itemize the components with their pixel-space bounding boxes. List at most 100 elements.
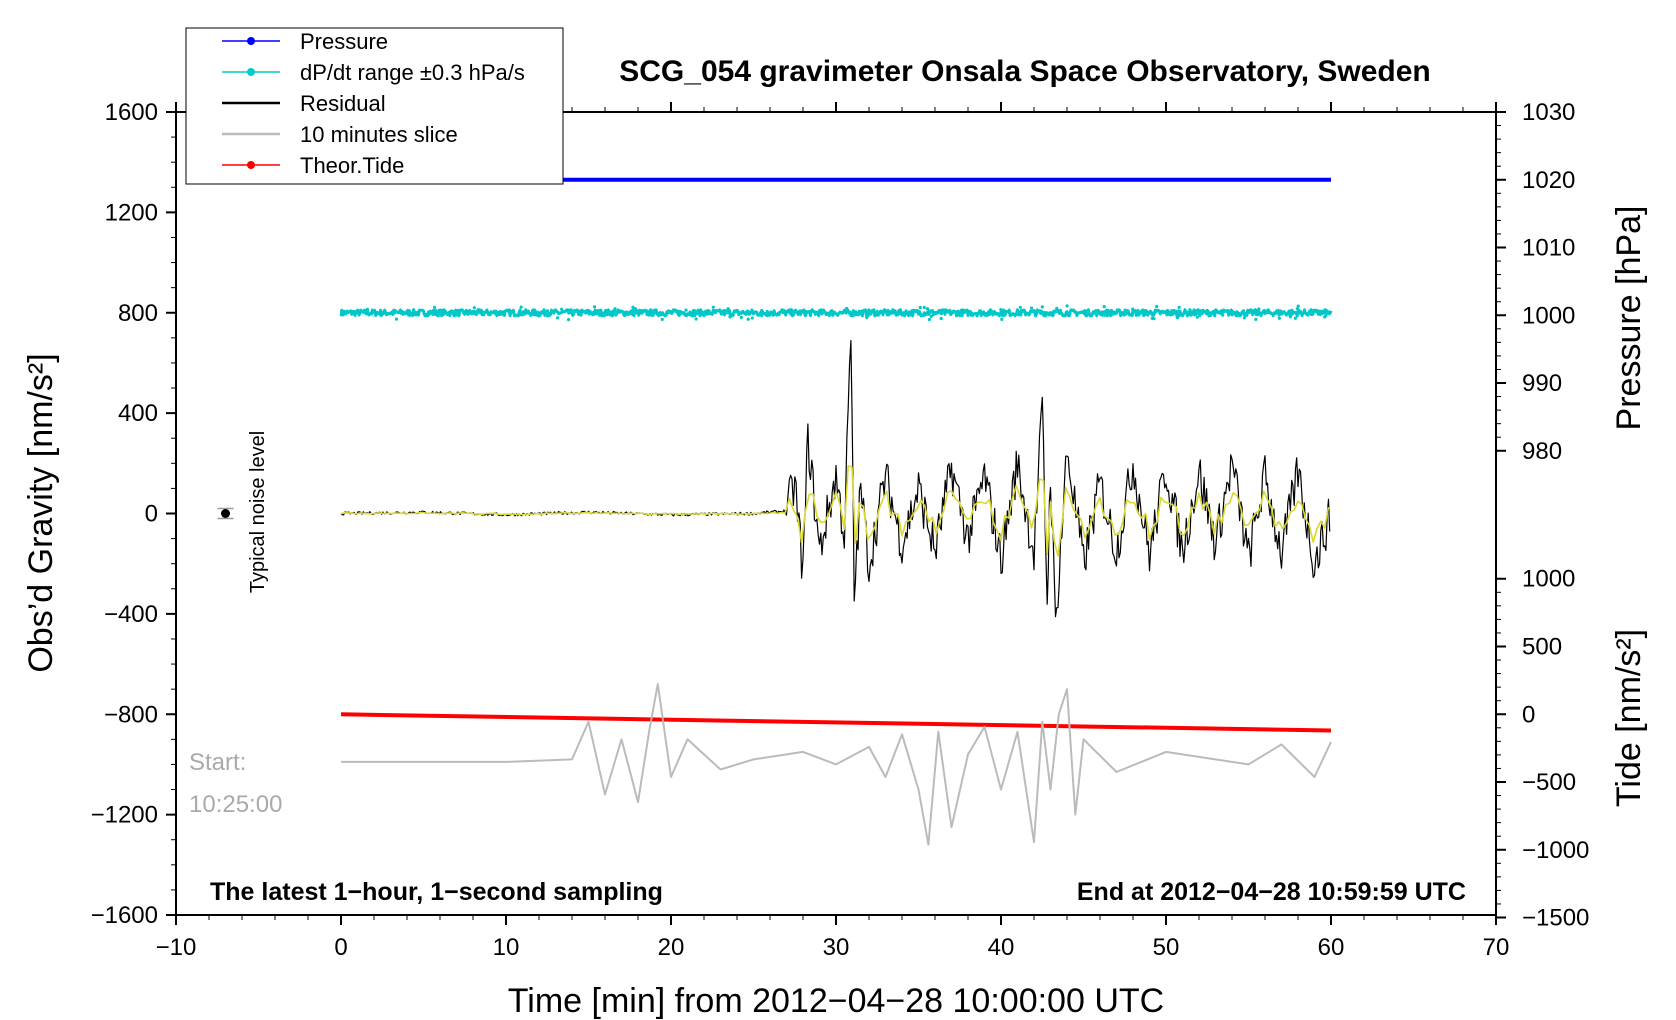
dpdt-point <box>613 307 617 311</box>
dpdt-point <box>865 315 869 320</box>
footer-left-note: The latest 1−hour, 1−second sampling <box>210 878 663 906</box>
x-tick-label: 30 <box>823 934 850 961</box>
dpdt-point <box>1242 316 1246 320</box>
legend-marker <box>247 161 255 169</box>
y-tick-label: −800 <box>104 701 158 728</box>
dpdt-point <box>1288 315 1292 319</box>
dpdt-point <box>999 308 1003 312</box>
dpdt-point <box>1123 308 1127 312</box>
dpdt-point <box>789 311 793 315</box>
slice-line <box>341 683 1332 846</box>
legend-box <box>185 27 564 185</box>
dpdt-point <box>592 305 597 309</box>
x-tick-label: 50 <box>1153 934 1180 961</box>
y-tick-label: −1200 <box>91 802 158 829</box>
dpdt-point <box>694 317 698 321</box>
chart-title: SCG_054 gravimeter Onsala Space Observat… <box>619 55 1431 88</box>
legend-label: Pressure <box>300 29 388 54</box>
dpdt-point <box>1188 308 1192 312</box>
dpdt-point <box>555 316 560 320</box>
pressure-tick-label: 1030 <box>1522 99 1575 126</box>
tide-tick-label: 0 <box>1522 701 1535 728</box>
y-tick-label: 800 <box>118 300 158 327</box>
dpdt-point <box>537 314 541 318</box>
y-axis-title-pressure: Pressure [hPa] <box>1610 206 1648 431</box>
dpdt-point <box>925 307 930 311</box>
tide-tick-label: 500 <box>1522 633 1562 660</box>
dpdt-point <box>1252 309 1256 313</box>
x-tick-label: 20 <box>658 934 685 961</box>
dpdt-point <box>711 305 715 309</box>
dpdt-point <box>1195 315 1199 319</box>
y-tick-label: 1600 <box>105 99 158 126</box>
y-tick-label: −1600 <box>91 902 158 929</box>
tide-tick-label: −500 <box>1522 769 1576 796</box>
dpdt-point <box>365 307 370 311</box>
footer-right-note: End at 2012−04−28 10:59:59 UTC <box>1077 878 1466 906</box>
start-time-label: 10:25:00 <box>189 791 282 818</box>
dpdt-point <box>450 309 455 313</box>
dpdt-point <box>1102 305 1106 309</box>
dpdt-point <box>1029 306 1034 310</box>
dpdt-point <box>1150 316 1154 320</box>
x-tick-label: 0 <box>334 934 347 961</box>
x-tick-label: 60 <box>1318 934 1345 961</box>
dpdt-point <box>1293 316 1297 320</box>
dpdt-point <box>1131 307 1135 311</box>
dpdt-point <box>746 317 750 321</box>
legend-marker <box>247 68 255 76</box>
tide-line <box>340 712 1332 733</box>
y-tick-label: −400 <box>104 601 158 628</box>
y-axis-title-tide: Tide [nm/s²] <box>1610 629 1648 807</box>
dpdt-point <box>1142 310 1146 315</box>
residual-line <box>340 340 1331 618</box>
tide-tick-label: −1000 <box>1522 837 1589 864</box>
y-axis-title-gravity: Obs’d Gravity [nm/s²] <box>22 353 60 672</box>
dpdt-point <box>1277 316 1282 320</box>
dpdt-point <box>1000 317 1004 321</box>
dpdt-point <box>1155 304 1159 309</box>
dpdt-point <box>614 313 618 317</box>
dpdt-point <box>927 317 931 322</box>
dpdt-point <box>479 311 483 315</box>
pressure-tick-label: 1010 <box>1522 235 1575 262</box>
y-tick-label: 400 <box>118 400 158 427</box>
dpdt-point <box>728 315 732 319</box>
residual-smoothed-line <box>340 465 1330 557</box>
dpdt-point <box>1221 313 1225 317</box>
legend: Pressure dP/dt range ±0.3 hPa/s Residual 10… <box>185 27 564 185</box>
dpdt-point <box>472 306 476 310</box>
axes-layer: −10 0 10 20 30 40 50 60 70160012008004000−400−80… <box>91 99 1590 961</box>
dpdt-point <box>956 309 960 314</box>
x-tick-label: 10 <box>493 934 520 961</box>
noise-point <box>221 509 230 518</box>
dpdt-point <box>607 309 611 313</box>
dpdt-point <box>1257 307 1261 311</box>
pressure-tick-label: 990 <box>1522 370 1562 397</box>
pressure-tick-label: 980 <box>1522 438 1562 465</box>
legend-label: dP/dt range ±0.3 hPa/s <box>300 60 525 85</box>
dpdt-point <box>1082 311 1087 315</box>
dpdt-point <box>922 305 926 310</box>
dpdt-point <box>1177 305 1181 309</box>
dpdt-point <box>560 307 564 311</box>
dpdt-point <box>703 310 707 314</box>
dpdt-point <box>531 309 536 314</box>
dpdt-point <box>1055 306 1059 310</box>
dpdt-point <box>603 313 607 317</box>
dpdt-point <box>756 313 761 317</box>
legend-marker <box>247 37 255 45</box>
dpdt-point <box>1129 312 1133 316</box>
dpdt-point <box>918 305 922 310</box>
legend-label: Residual <box>300 91 386 116</box>
dpdt-point <box>750 316 754 320</box>
dpdt-point <box>845 306 849 311</box>
dpdt-point <box>893 309 897 313</box>
dpdt-point <box>1218 311 1222 315</box>
legend-label: 10 minutes slice <box>300 122 458 147</box>
dpdt-point <box>637 311 642 315</box>
noise-level-label: Typical noise level <box>247 431 269 593</box>
dpdt-band <box>339 308 1333 318</box>
tide-tick-label: −1500 <box>1522 905 1589 932</box>
